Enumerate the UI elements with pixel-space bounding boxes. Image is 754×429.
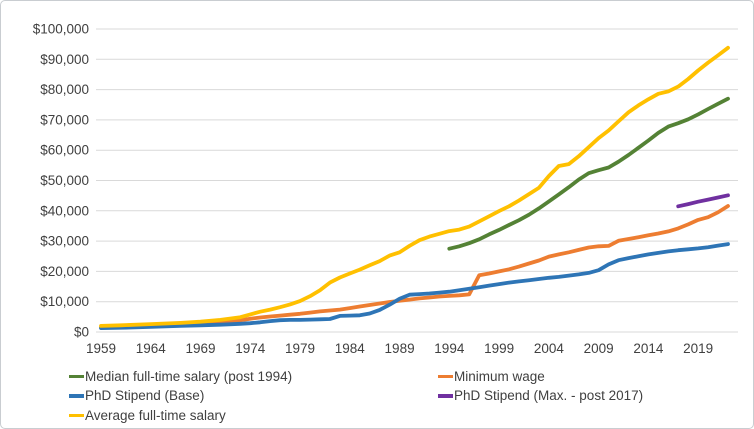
- y-tick-label: $50,000: [40, 173, 89, 188]
- series-line-median-full-time-salary-post-1994: [447, 96, 730, 251]
- series-line-phd-stipend-base: [99, 242, 730, 331]
- legend-line-marker-icon: [438, 394, 453, 398]
- series-line-minimum-wage: [99, 204, 730, 330]
- legend-label: Median full-time salary (post 1994): [85, 369, 293, 384]
- x-tick-label: 2014: [633, 341, 664, 356]
- x-tick-label: 1959: [86, 341, 116, 356]
- x-tick-label: 1984: [335, 341, 366, 356]
- y-tick-label: $10,000: [40, 294, 89, 309]
- x-tick-label: 1964: [136, 341, 167, 356]
- y-tick-label: $20,000: [40, 264, 89, 279]
- x-tick-label: 2004: [534, 341, 565, 356]
- x-tick-label: 1999: [484, 341, 514, 356]
- plot-lines: [99, 45, 730, 331]
- x-tick-label: 2009: [584, 341, 614, 356]
- x-tick-label: 1979: [285, 341, 315, 356]
- y-tick-label: $60,000: [40, 143, 89, 158]
- legend-item-minimum-wage: Minimum wage: [438, 367, 545, 386]
- x-tick-label: 1989: [385, 341, 415, 356]
- gridlines: [96, 28, 738, 333]
- legend-line-marker-icon: [438, 374, 453, 379]
- y-tick-label: $70,000: [40, 112, 89, 127]
- legend-label: PhD Stipend (Base): [85, 388, 205, 404]
- x-tick-label: 2019: [683, 341, 713, 356]
- legend-item-median-full-time-salary-post-1994: Median full-time salary (post 1994): [69, 367, 292, 386]
- y-axis-labels: $0 $10,000 $20,000 $30,000 $40,000 $50,000 $60…: [33, 22, 89, 340]
- legend-label: PhD Stipend (Max. - post 2017): [454, 388, 644, 404]
- legend-item-phd-stipend-max-post-2017: PhD Stipend (Max. - post 2017): [438, 386, 643, 405]
- y-tick-label: $30,000: [40, 234, 89, 249]
- legend-item-average-full-time-salary: Average full-time salary: [69, 406, 226, 425]
- y-tick-label: $80,000: [40, 82, 89, 97]
- x-tick-label: 1994: [434, 341, 465, 356]
- y-tick-label: $100,000: [33, 22, 89, 37]
- y-tick-label: $40,000: [40, 203, 89, 218]
- legend-line-marker-icon: [69, 374, 84, 379]
- legend-label: Average full-time salary: [85, 407, 226, 423]
- legend-line-marker-icon: [69, 413, 84, 418]
- x-tick-label: 1974: [235, 341, 266, 356]
- legend-line-marker-icon: [69, 394, 84, 398]
- series-line-average-full-time-salary: [99, 45, 730, 328]
- y-tick-label: $90,000: [40, 52, 89, 67]
- series-line-phd-stipend-max-post-2017: [676, 193, 730, 209]
- legend-item-phd-stipend-base: PhD Stipend (Base): [69, 386, 204, 405]
- x-axis-labels: 1959 1964 1969 1974 1979 1984 1989 1994 1999 2004…: [86, 341, 713, 356]
- y-tick-label: $0: [74, 325, 89, 340]
- legend-label: Minimum wage: [454, 369, 545, 384]
- x-tick-label: 1969: [186, 341, 216, 356]
